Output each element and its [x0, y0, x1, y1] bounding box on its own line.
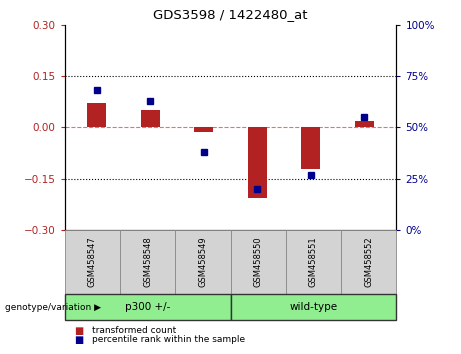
Bar	[87, 103, 106, 127]
Text: wild-type: wild-type	[290, 302, 337, 312]
Bar	[248, 127, 266, 198]
Text: GSM458549: GSM458549	[198, 236, 207, 287]
Text: percentile rank within the sample: percentile rank within the sample	[92, 335, 245, 344]
Text: transformed count: transformed count	[92, 326, 177, 336]
Text: ■: ■	[74, 335, 83, 345]
Bar	[301, 127, 320, 169]
Text: ■: ■	[74, 326, 83, 336]
Text: GSM458548: GSM458548	[143, 236, 152, 287]
Bar	[141, 110, 160, 127]
Text: p300 +/-: p300 +/-	[125, 302, 170, 312]
Text: GSM458550: GSM458550	[254, 236, 263, 287]
Bar	[195, 127, 213, 132]
Title: GDS3598 / 1422480_at: GDS3598 / 1422480_at	[153, 8, 308, 21]
Bar	[355, 121, 374, 127]
Text: GSM458551: GSM458551	[309, 236, 318, 287]
Text: GSM458547: GSM458547	[88, 236, 97, 287]
Text: GSM458552: GSM458552	[364, 236, 373, 287]
Text: genotype/variation ▶: genotype/variation ▶	[5, 303, 100, 312]
